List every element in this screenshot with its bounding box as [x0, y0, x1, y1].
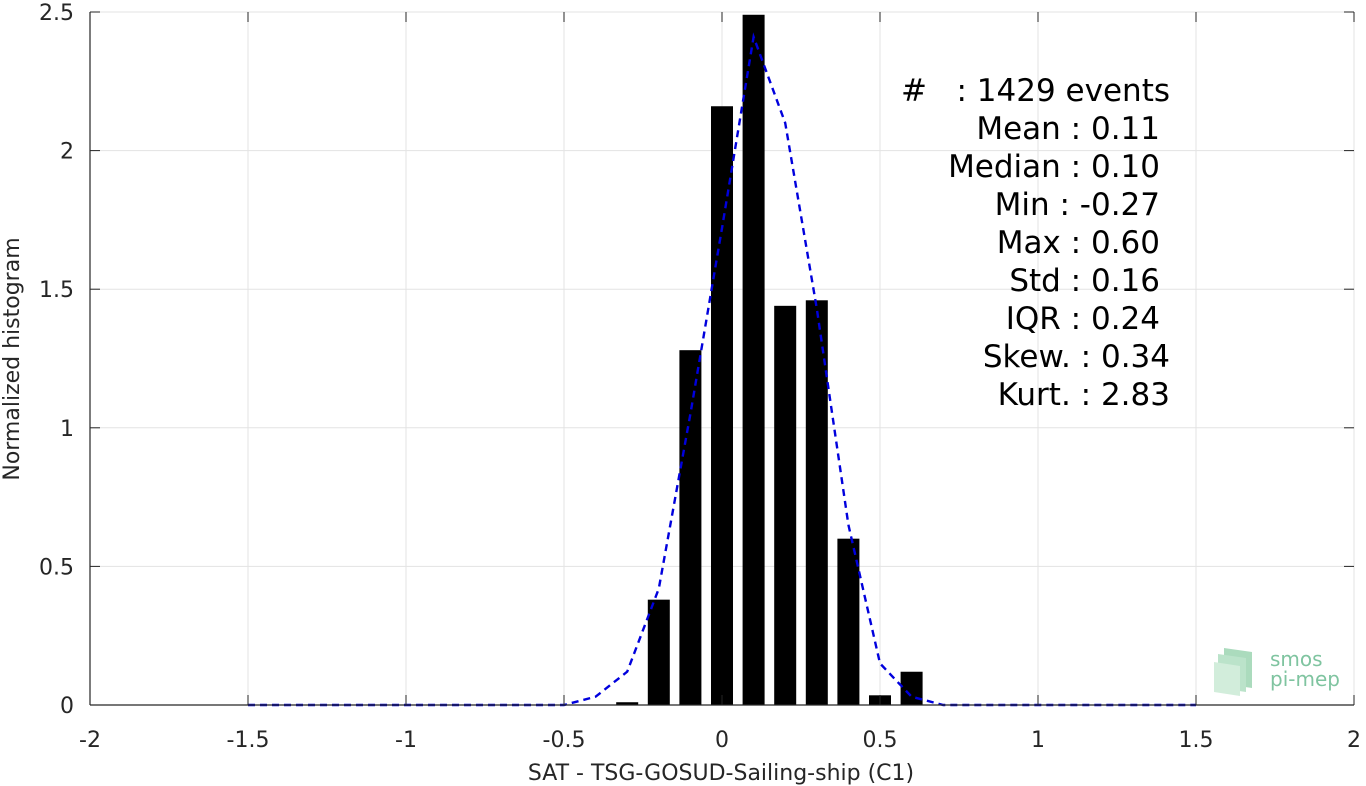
stats-line: Std : 0.16 — [1009, 263, 1160, 299]
stats-line: IQR : 0.24 — [1005, 301, 1160, 337]
axes: -2 -1.5 -1 -0.5 0 0.5 1 1.5 2 0 0.5 1 1.5 2 2.5 — [39, 1, 1361, 753]
stats-line: Mean : 0.11 — [976, 111, 1160, 147]
y-tick-label: 1 — [60, 417, 74, 442]
y-tick-label: 1.5 — [39, 278, 74, 303]
stats-line: Min : -0.27 — [994, 187, 1160, 223]
stats-line: Kurt. : 2.83 — [997, 377, 1170, 413]
stats-line: Median : 0.10 — [948, 149, 1160, 185]
stats-line: # : 1429 events — [900, 73, 1170, 109]
stats-line: Skew. : 0.34 — [982, 339, 1170, 375]
histogram-bar — [616, 702, 639, 705]
x-tick-label: 1.5 — [1179, 728, 1214, 753]
histogram-bar — [774, 305, 797, 705]
bars — [616, 14, 923, 706]
y-tick-label: 2.5 — [39, 1, 74, 26]
histogram-bar — [837, 538, 860, 705]
histogram-bar — [900, 671, 923, 705]
smos-pimep-logo: smos pi-mep — [1214, 647, 1340, 696]
logo-mark-icon — [1214, 648, 1252, 696]
y-axis-label: Normalized histogram — [0, 237, 25, 480]
x-tick-label: 0.5 — [863, 728, 898, 753]
logo-text-line2: pi-mep — [1270, 667, 1340, 691]
x-tick-label: 1 — [1031, 728, 1045, 753]
stats-line: Max : 0.60 — [996, 225, 1160, 261]
histogram-bar — [711, 106, 733, 706]
x-tick-label: -1.5 — [227, 728, 270, 753]
histogram-bar — [679, 350, 702, 705]
x-tick-label: -2 — [79, 728, 101, 753]
fit-curve — [248, 32, 1196, 707]
logo-text-line1: smos — [1270, 647, 1323, 671]
x-tick-label: 2 — [1347, 728, 1361, 753]
x-tick-label: 0 — [715, 728, 729, 753]
x-tick-label: -0.5 — [543, 728, 586, 753]
histogram-bar — [647, 599, 670, 705]
x-tick-label: -1 — [395, 728, 417, 753]
y-tick-label: 0.5 — [39, 555, 74, 580]
histogram-bar — [742, 14, 765, 706]
y-tick-label: 0 — [60, 694, 74, 719]
histogram-bar — [805, 300, 828, 705]
x-axis-label: SAT - TSG-GOSUD-Sailing-ship (C1) — [528, 761, 914, 786]
y-tick-label: 2 — [60, 140, 74, 165]
